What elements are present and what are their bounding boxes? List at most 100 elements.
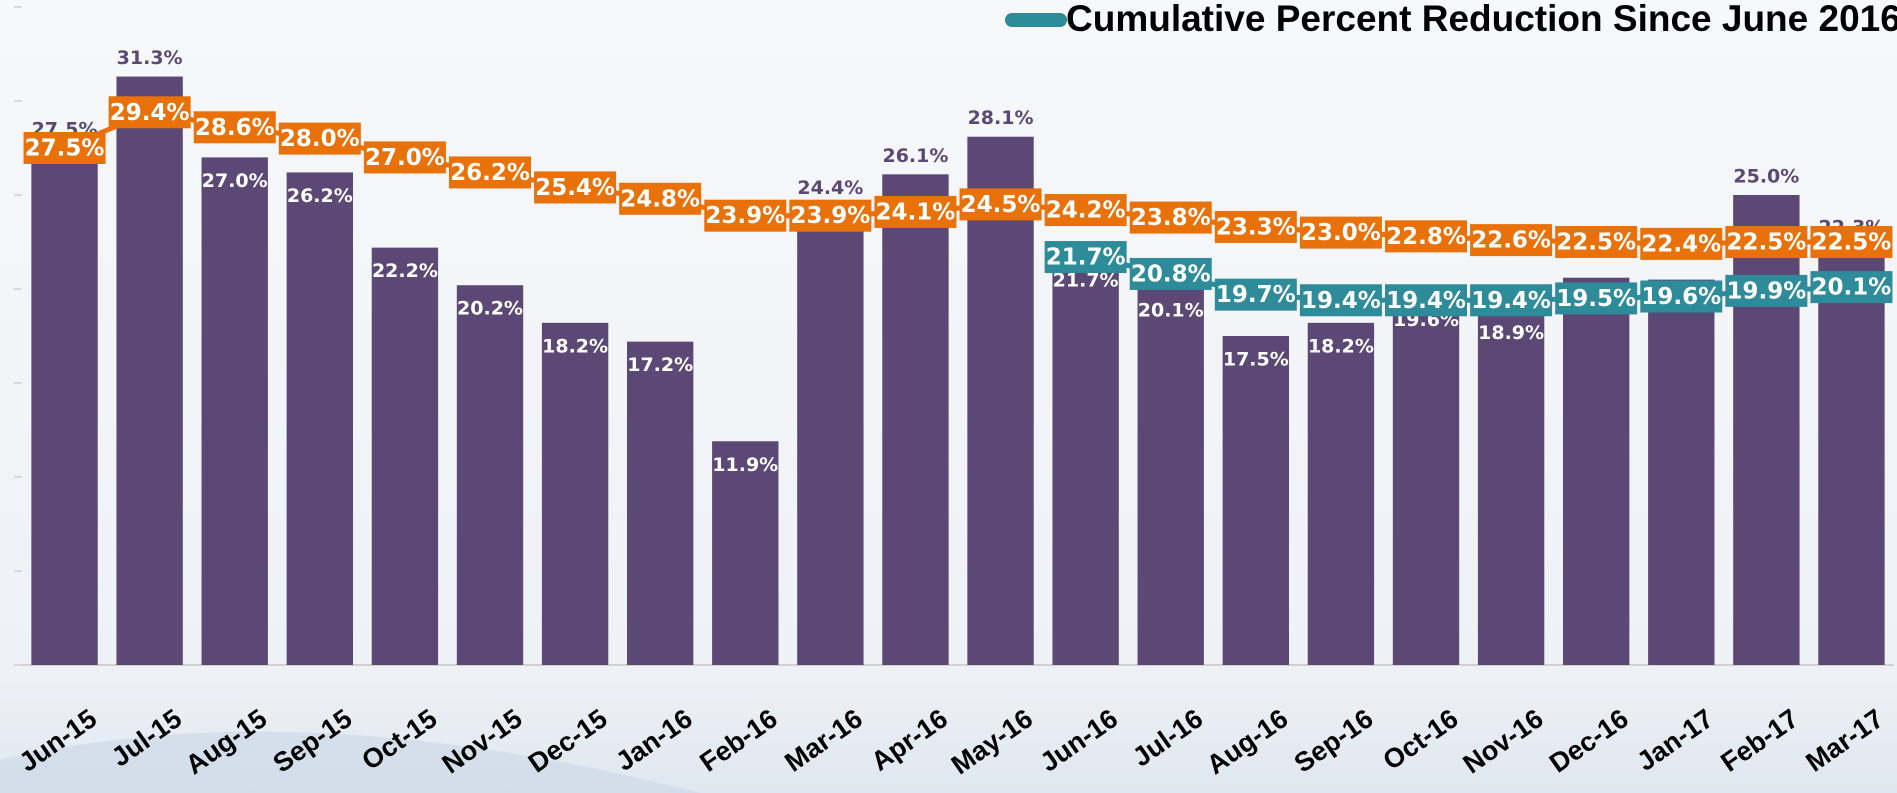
line-label: 27.5% — [25, 136, 105, 162]
bar — [1052, 257, 1119, 665]
line-label-box — [1385, 220, 1467, 253]
line-label-box — [789, 199, 872, 232]
line-label: 29.4% — [110, 100, 190, 126]
line-label-box — [193, 111, 276, 144]
line-label-box — [1725, 226, 1808, 258]
line-label: 19.4% — [1386, 288, 1466, 314]
line — [1085, 254, 1852, 303]
bar-label: 17.2% — [627, 354, 693, 376]
line-label: 19.4% — [1301, 288, 1381, 314]
line — [63, 109, 1852, 247]
bar-label: 26.2% — [287, 185, 353, 207]
bar-label: 20.2% — [457, 298, 523, 320]
bar — [1392, 296, 1460, 665]
bar — [1562, 277, 1630, 665]
line-label: 20.1% — [1812, 275, 1892, 301]
bar — [712, 441, 779, 665]
bar-label: 22.2% — [372, 260, 438, 282]
bar-label: 18.2% — [542, 335, 608, 357]
bar — [882, 174, 949, 665]
bar — [1733, 195, 1800, 665]
line-label-box — [1385, 284, 1467, 317]
bar — [201, 157, 268, 665]
line-label-box — [1299, 216, 1382, 249]
bar — [1222, 336, 1290, 665]
bar — [31, 148, 98, 665]
line-label-box — [449, 156, 531, 189]
line-label: 22.5% — [1556, 230, 1636, 256]
line-label: 28.0% — [280, 126, 360, 152]
line-label-box — [1044, 194, 1127, 227]
line-label-box — [1470, 284, 1553, 317]
line-label-box — [1640, 227, 1723, 260]
line-label-box — [1640, 280, 1723, 313]
line-label: 19.6% — [1641, 284, 1721, 310]
bar-label: 27.0% — [202, 170, 268, 192]
line-label-box — [704, 199, 787, 232]
line-label: 19.5% — [1556, 286, 1636, 312]
line-label: 20.8% — [1131, 261, 1211, 287]
bar-label: 26.1% — [882, 145, 948, 167]
bar — [626, 341, 694, 665]
line-label-box — [1810, 226, 1893, 258]
line-label: 23.0% — [1301, 220, 1381, 246]
line-label-box — [959, 188, 1042, 221]
line-label-box — [1129, 257, 1212, 290]
line-label-box — [1810, 271, 1893, 304]
bar-label: 24.4% — [797, 177, 863, 199]
bar-label: 21.7% — [1053, 270, 1119, 292]
bar-label: 18.9% — [1478, 322, 1544, 344]
line-label: 23.3% — [1216, 214, 1296, 240]
bar-label: 17.5% — [1223, 349, 1289, 371]
bar — [541, 322, 609, 665]
line-label-box — [1470, 224, 1553, 257]
bar — [797, 206, 864, 665]
line-label: 24.2% — [1046, 198, 1126, 224]
line-label: 19.9% — [1726, 278, 1806, 304]
line-label-box — [1555, 282, 1638, 315]
line-label: 26.2% — [450, 160, 530, 186]
line-label: 24.8% — [620, 186, 700, 212]
line-label: 27.0% — [365, 145, 445, 171]
line-label: 19.4% — [1471, 288, 1551, 314]
line-label-box — [363, 141, 446, 174]
decoration — [0, 731, 700, 793]
line-label: 22.6% — [1471, 228, 1551, 254]
bar-label: 28.1% — [968, 107, 1034, 129]
line-label: 24.5% — [961, 192, 1041, 218]
line-label-box — [534, 171, 617, 204]
bar — [456, 285, 524, 665]
legend-label: Cumulative Percent Reduction Since June … — [1066, 0, 1897, 39]
bar — [967, 136, 1034, 666]
bar-label: 11.9% — [712, 454, 778, 476]
line-label-box — [1044, 241, 1127, 274]
line-label-box — [23, 132, 106, 164]
line-label-box — [1725, 274, 1808, 307]
line-label-box — [108, 96, 191, 129]
bar — [286, 172, 354, 665]
line-label-box — [1214, 210, 1297, 243]
line-label: 21.7% — [1046, 245, 1126, 271]
bar-label: 25.0% — [1733, 166, 1799, 188]
line-label: 23.9% — [705, 203, 785, 229]
line-label-box — [278, 122, 361, 155]
line-label: 28.6% — [195, 115, 275, 141]
line-label: 25.4% — [535, 175, 615, 201]
bar — [371, 247, 439, 665]
bar-label: 20.1% — [1138, 300, 1204, 322]
bar — [1818, 245, 1885, 665]
bar-label: 18.2% — [1308, 335, 1374, 357]
bar — [1648, 279, 1715, 665]
bar — [1307, 322, 1375, 665]
line-label: 22.8% — [1386, 224, 1466, 250]
bar-label: 31.3% — [117, 47, 183, 69]
line-label: 22.5% — [1812, 230, 1892, 256]
line-label: 23.9% — [790, 203, 870, 229]
line-label: 22.5% — [1726, 230, 1806, 256]
line-label: 19.7% — [1216, 282, 1296, 308]
line-label: 24.1% — [876, 199, 956, 225]
bar — [116, 76, 183, 665]
bar — [1137, 287, 1204, 665]
line-label-box — [1555, 226, 1638, 258]
